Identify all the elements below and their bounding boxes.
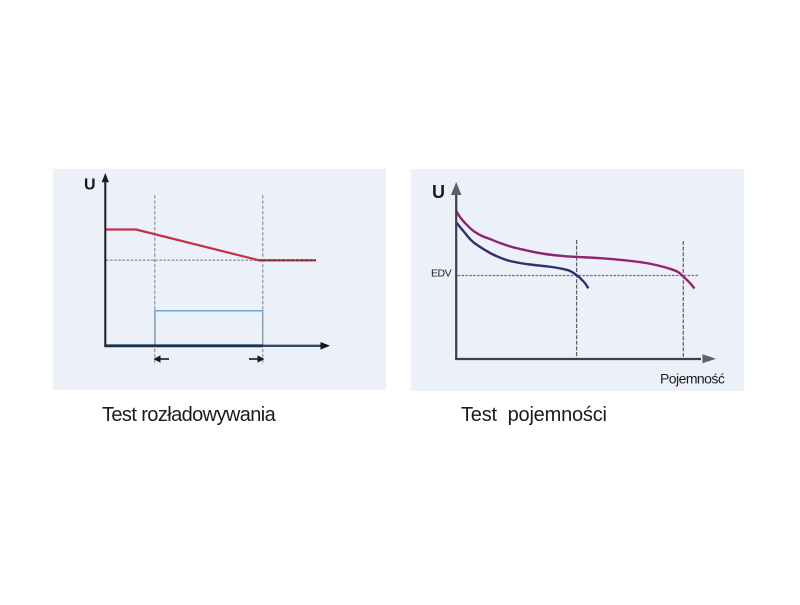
svg-text:Pojemność: Pojemność [660,370,725,386]
svg-text:Test pojemności: Test pojemności [461,404,607,426]
svg-text:U: U [84,177,96,194]
svg-text:EDV: EDV [431,268,452,280]
svg-text:Test rozładowywania: Test rozładowywania [102,404,277,426]
svg-text:U: U [432,182,445,202]
